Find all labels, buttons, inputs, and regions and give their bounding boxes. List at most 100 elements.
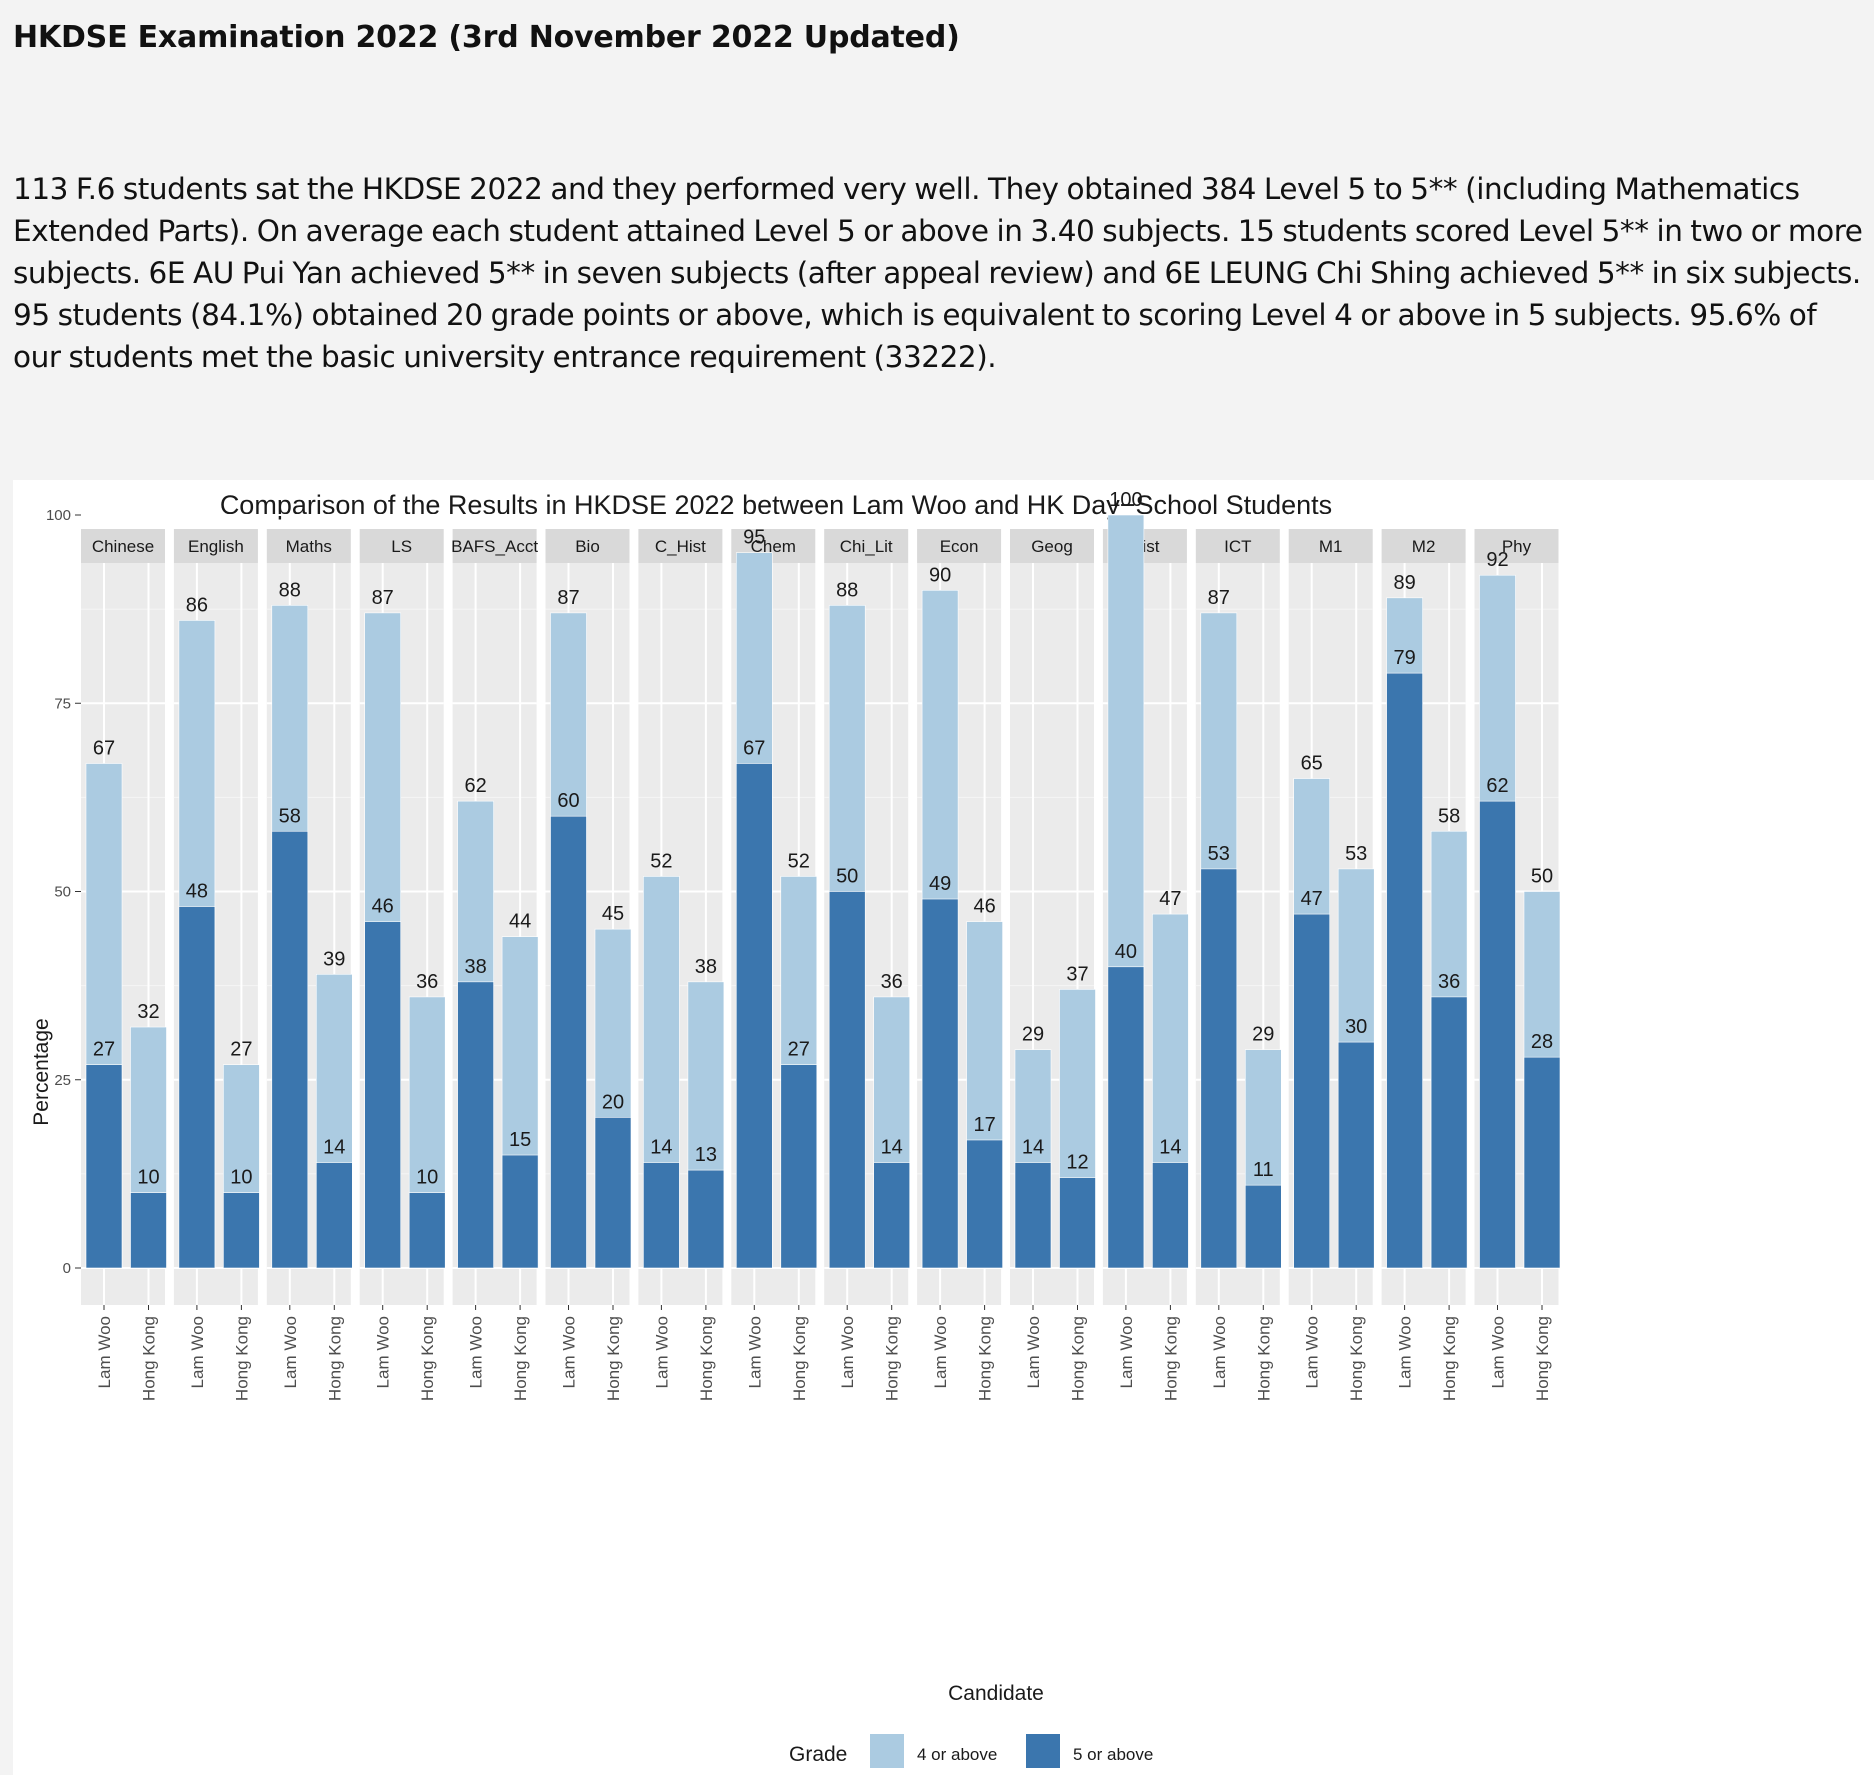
bar-5-or-above [364,921,402,1269]
data-label-5-or-above: 20 [602,1091,624,1113]
facet-panel-m2: M2 89 79 Lam Woo 58 36 Hong Kong [1381,514,1468,1401]
x-tick-label: Lam Woo [1117,1316,1136,1388]
x-tick-label: Hong Kong [1533,1316,1552,1401]
data-label-5-or-above: 14 [650,1137,672,1159]
facet-strip-label: LS [391,537,412,556]
legend-swatch [1026,1734,1060,1768]
x-tick-label: Lam Woo [1396,1316,1415,1388]
x-tick-label: Lam Woo [1489,1316,1508,1388]
x-tick-label: Hong Kong [325,1316,344,1401]
data-label-4-or-above: 36 [416,971,438,993]
bar-5-or-above [1200,868,1238,1269]
bar-5-or-above [873,1162,911,1269]
data-label-4-or-above: 87 [372,587,394,609]
bar-5-or-above [408,1192,446,1269]
facet-strip-label: Chi_Lit [840,537,893,556]
data-label-5-or-above: 79 [1393,647,1415,669]
facet-panel-chinese: Chinese 67 27 Lam Woo 32 10 Hong Kong [81,514,167,1401]
data-label-4-or-above: 29 [1022,1024,1044,1046]
legend-entry-4-or-above: 4 or above [870,1734,997,1768]
data-label-4-or-above: 67 [93,737,115,759]
bar-5-or-above [1523,1056,1561,1269]
bar-5-or-above [457,981,494,1269]
data-label-4-or-above: 65 [1301,753,1323,775]
data-label-5-or-above: 14 [323,1137,345,1159]
data-label-5-or-above: 62 [1486,775,1508,797]
facet-strip [266,529,351,563]
data-label-5-or-above: 36 [1438,971,1460,993]
data-label-4-or-above: 37 [1066,963,1088,985]
x-tick-label: Lam Woo [281,1316,300,1388]
facet-panel-ls: LS 87 46 Lam Woo 36 10 Hong Kong [359,514,446,1401]
data-label-5-or-above: 46 [372,896,394,918]
facet-panels: Chinese 67 27 Lam Woo 32 10 Hong Kong English 86… [81,489,1561,1401]
data-label-5-or-above: 12 [1066,1152,1088,1174]
facet-strip-label: Maths [286,537,332,556]
data-label-4-or-above: 88 [279,579,301,601]
x-tick-label: Hong Kong [140,1316,159,1401]
y-axis: 0 25 50 75 100 [46,507,81,1277]
facet-strip-label: English [188,537,244,556]
facet-strip-label: M2 [1412,537,1436,556]
data-label-5-or-above: 50 [836,866,858,888]
bar-5-or-above [501,1154,539,1269]
data-label-4-or-above: 50 [1531,866,1553,888]
data-label-5-or-above: 17 [973,1114,995,1136]
x-axis-label: Candidate [948,1682,1044,1705]
facet-strip-label: Bio [575,537,600,556]
bar-5-or-above [735,763,773,1269]
data-label-4-or-above: 52 [650,850,672,872]
bar-5-or-above [85,1064,123,1269]
bar-5-or-above [966,1139,1003,1269]
data-label-4-or-above: 95 [743,527,765,549]
data-label-4-or-above: 46 [973,896,995,918]
y-tick-label: 50 [54,884,71,901]
facet-strip [1288,529,1373,563]
data-label-5-or-above: 60 [557,790,579,812]
facet-strip [1381,529,1466,563]
x-tick-label: Hong Kong [1440,1316,1459,1401]
facet-strip-label: C_Hist [655,537,706,556]
facet-panel-c-hist: C_Hist 52 14 Lam Woo 38 13 Hong Kong [638,514,725,1401]
data-label-5-or-above: 58 [279,805,301,827]
legend-title: Grade [789,1743,847,1766]
facet-panel-maths: Maths 88 58 Lam Woo 39 14 Hong Kong [266,514,353,1401]
data-label-4-or-above: 86 [186,594,208,616]
data-label-4-or-above: 38 [695,956,717,978]
bar-5-or-above [1245,1184,1282,1269]
results-chart-svg: Comparison of the Results in HKDSE 2022 … [30,489,1561,1768]
bar-5-or-above [550,815,587,1269]
data-label-5-or-above: 47 [1301,888,1323,910]
x-tick-label: Lam Woo [95,1316,114,1388]
x-tick-label: Hong Kong [790,1316,809,1401]
bar-5-or-above [1337,1041,1375,1269]
x-tick-label: Hong Kong [1161,1316,1180,1401]
bar-5-or-above [223,1192,260,1269]
bar-5-or-above [1107,966,1145,1269]
facet-panel-bafs-acct: BAFS_Acct 62 38 Lam Woo 44 15 Hong Kong [451,514,539,1401]
bar-5-or-above [178,906,216,1269]
data-label-4-or-above: 53 [1345,843,1367,865]
facet-strip-label: Phy [1502,537,1532,556]
x-tick-label: Hong Kong [511,1316,530,1401]
data-label-4-or-above: 62 [464,775,486,797]
bar-5-or-above [687,1169,725,1269]
data-label-5-or-above: 10 [137,1167,159,1189]
legend-entry-5-or-above: 5 or above [1026,1734,1153,1768]
bar-5-or-above [780,1064,818,1269]
bar-5-or-above [1152,1162,1189,1269]
facet-strip-label: BAFS_Acct [451,537,538,556]
x-tick-label: Lam Woo [1303,1316,1322,1388]
page-title: HKDSE Examination 2022 (3rd November 202… [13,20,960,55]
y-tick-label: 0 [63,1260,71,1277]
bar-5-or-above [921,898,959,1269]
x-tick-label: Lam Woo [188,1316,207,1388]
data-label-4-or-above: 29 [1252,1024,1274,1046]
bar-5-or-above [1059,1177,1096,1269]
x-tick-label: Hong Kong [1347,1316,1366,1401]
data-label-4-or-above: 90 [929,564,951,586]
bar-5-or-above [594,1117,632,1269]
data-label-4-or-above: 87 [557,587,579,609]
